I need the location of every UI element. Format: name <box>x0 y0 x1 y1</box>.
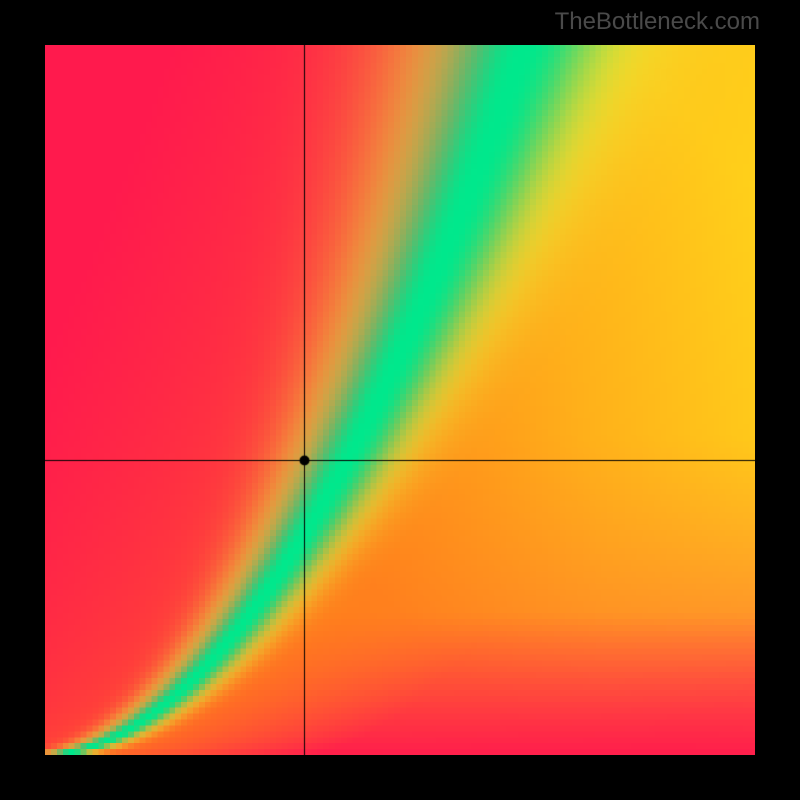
crosshair-overlay <box>45 45 755 755</box>
watermark-label: TheBottleneck.com <box>555 8 760 36</box>
chart-container: TheBottleneck.com <box>0 0 800 800</box>
